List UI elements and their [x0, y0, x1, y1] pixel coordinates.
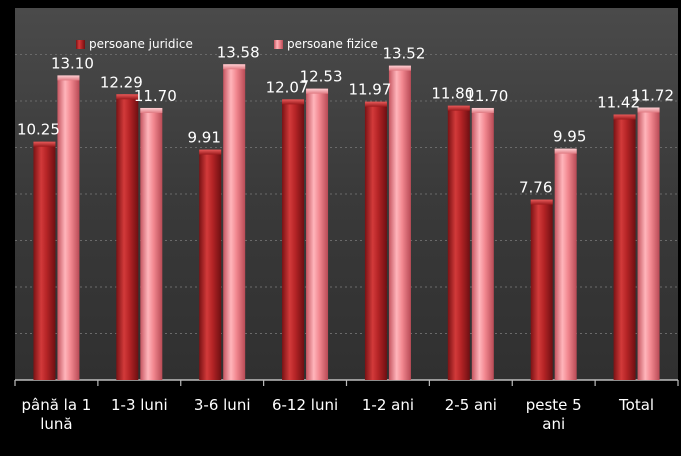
legend: persoane juridice persoane fizice	[76, 37, 378, 51]
data-label-fizice: 13.10	[51, 54, 94, 72]
bar-fizice	[637, 107, 660, 380]
category-label: 1-3 luni	[111, 396, 168, 414]
bar-fizice	[471, 107, 494, 380]
bar-cap-fizice	[554, 148, 577, 154]
bar-juridice	[447, 105, 470, 381]
data-label-fizice: 12.53	[300, 68, 343, 86]
data-label-juridice: 12.07	[266, 78, 309, 96]
category-label: ani	[542, 415, 565, 433]
data-label-fizice: 13.52	[382, 45, 425, 63]
bar-cap-fizice	[57, 75, 80, 81]
bar-cap-fizice	[637, 107, 660, 113]
legend-swatch-juridice	[76, 40, 85, 49]
bar-juridice	[613, 114, 636, 381]
data-label-fizice: 11.72	[631, 87, 674, 105]
data-label-juridice: 7.76	[519, 179, 552, 197]
data-label-juridice: 12.29	[100, 73, 143, 91]
bar-cap-juridice	[613, 114, 636, 120]
bar-cap-fizice	[140, 107, 163, 113]
bar-juridice	[364, 101, 387, 380]
bar-fizice	[140, 107, 163, 380]
bar-fizice	[388, 65, 411, 380]
data-label-juridice: 11.42	[597, 93, 640, 111]
data-labels: 10.2513.1012.2911.709.9113.5812.0712.531…	[17, 43, 674, 196]
category-label: peste 5	[526, 396, 582, 414]
bar-cap-juridice	[282, 99, 305, 105]
legend-swatch-fizice	[274, 40, 283, 49]
data-label-juridice: 9.91	[187, 129, 220, 147]
bar-cap-juridice	[116, 94, 139, 100]
category-label: până la 1	[22, 396, 92, 414]
bar-fizice	[306, 88, 329, 381]
category-label: 1-2 ani	[362, 396, 414, 414]
data-label-juridice: 11.97	[348, 81, 391, 99]
bar-cap-fizice	[223, 64, 246, 70]
data-label-juridice: 10.25	[17, 121, 60, 139]
bar-juridice	[33, 141, 56, 380]
legend-label-juridice: persoane juridice	[89, 37, 193, 51]
x-axis-ticks	[14, 380, 679, 386]
category-label: Total	[618, 396, 654, 414]
bar-juridice	[282, 99, 305, 380]
bar-fizice	[223, 64, 246, 380]
bar-cap-juridice	[364, 101, 387, 107]
bar-juridice	[116, 94, 139, 380]
bar-cap-fizice	[306, 88, 329, 94]
data-label-fizice: 11.70	[465, 87, 508, 105]
data-label-fizice: 13.58	[217, 43, 260, 61]
category-label: lună	[40, 415, 72, 433]
bar-cap-juridice	[199, 149, 222, 155]
bars	[33, 64, 660, 381]
bar-cap-juridice	[447, 105, 470, 111]
data-label-juridice: 11.80	[431, 85, 474, 103]
bar-cap-juridice	[33, 141, 56, 147]
legend-label-fizice: persoane fizice	[287, 37, 378, 51]
data-label-fizice: 9.95	[553, 128, 586, 146]
bar-fizice	[554, 148, 577, 380]
bar-fizice	[57, 75, 80, 381]
data-label-fizice: 11.70	[134, 87, 177, 105]
bar-juridice	[530, 199, 553, 380]
category-label: 3-6 luni	[194, 396, 251, 414]
bar-cap-juridice	[530, 199, 553, 205]
bar-juridice	[199, 149, 222, 380]
bar-cap-fizice	[471, 107, 494, 113]
category-label: 6-12 luni	[272, 396, 338, 414]
category-label: 2-5 ani	[445, 396, 497, 414]
bar-cap-fizice	[388, 65, 411, 71]
